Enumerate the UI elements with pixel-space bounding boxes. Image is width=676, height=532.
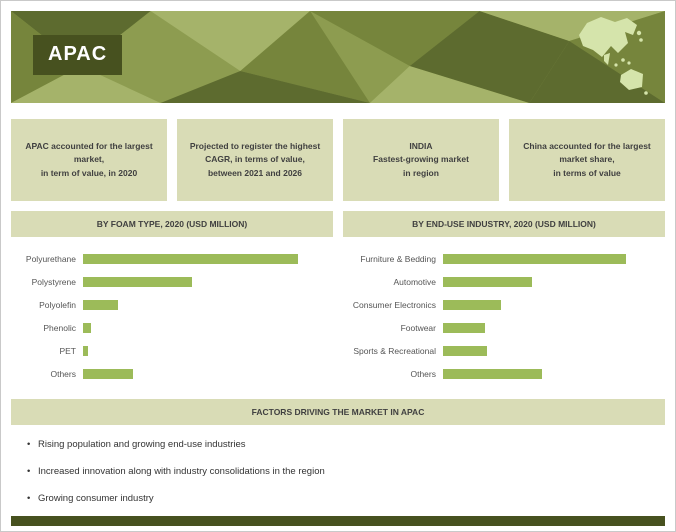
category-label: Polystyrene (31, 276, 76, 287)
bar-area (83, 368, 333, 379)
value-bar (83, 345, 89, 356)
bar-area (443, 345, 665, 356)
bar-area (83, 276, 333, 287)
bar-area (83, 299, 333, 310)
header-banner: APAC (11, 11, 665, 103)
value-bar (443, 368, 542, 379)
foam-type-chart-title: BY FOAM TYPE, 2020 (USD MILLION) (11, 211, 333, 237)
chart-row: Footwear (343, 316, 665, 339)
highlights-row: APAC accounted for the largest market, i… (11, 119, 665, 201)
value-bar (83, 276, 193, 287)
chart-row: Polystyrene (11, 270, 333, 293)
chart-row: Others (343, 362, 665, 385)
asia-pacific-map-icon (579, 17, 648, 95)
category-label: Consumer Electronics (352, 299, 436, 310)
category-label: Sports & Recreational (353, 345, 436, 356)
value-bar (83, 368, 133, 379)
highlight-box-india: INDIA Fastest-growing market in region (343, 119, 499, 201)
chart-row: Polyurethane (11, 247, 333, 270)
chart-row: Furniture & Bedding (343, 247, 665, 270)
bar-area (443, 253, 665, 264)
region-title: APAC (48, 43, 108, 65)
category-label: Others (410, 368, 436, 379)
footer-bar (11, 516, 665, 526)
chart-row: Sports & Recreational (343, 339, 665, 362)
bar-area (83, 345, 333, 356)
category-label: PET (59, 345, 76, 356)
category-label: Others (50, 368, 76, 379)
factors-section: FACTORS DRIVING THE MARKET IN APAC Risin… (11, 399, 665, 520)
foam-type-chart-body: Polyurethane Polystyrene Polyolefin Phenoli… (11, 237, 333, 385)
chart-row: Consumer Electronics (343, 293, 665, 316)
category-label: Phenolic (43, 322, 76, 333)
category-label: Furniture & Bedding (360, 253, 436, 264)
value-bar (443, 276, 532, 287)
factor-item: Growing consumer industry (27, 493, 665, 504)
category-label: Automotive (393, 276, 436, 287)
chart-row: PET (11, 339, 333, 362)
region-title-box: APAC (33, 35, 123, 75)
highlight-box-china: China accounted for the largest market s… (509, 119, 665, 201)
chart-row: Phenolic (11, 316, 333, 339)
end-use-industry-chart-body: Furniture & Bedding Automotive Consumer El… (343, 237, 665, 385)
end-use-industry-chart-title: BY END-USE INDUSTRY, 2020 (USD MILLION) (343, 211, 665, 237)
value-bar (443, 322, 486, 333)
bar-area (83, 322, 333, 333)
highlight-box-highest-cagr: Projected to register the highest CAGR, … (177, 119, 333, 201)
bar-area (443, 276, 665, 287)
factor-item: Rising population and growing end-use in… (27, 439, 665, 450)
chart-row: Polyolefin (11, 293, 333, 316)
bar-area (443, 368, 665, 379)
charts-row: BY FOAM TYPE, 2020 (USD MILLION) Polyure… (11, 211, 665, 385)
highlight-box-apac-largest: APAC accounted for the largest market, i… (11, 119, 167, 201)
bar-area (443, 322, 665, 333)
category-label: Footwear (400, 322, 436, 333)
value-bar (83, 253, 298, 264)
factor-item: Increased innovation along with industry… (27, 466, 665, 477)
value-bar (83, 322, 92, 333)
value-bar (443, 345, 488, 356)
category-label: Polyurethane (25, 253, 76, 264)
end-use-industry-chart: BY END-USE INDUSTRY, 2020 (USD MILLION) … (343, 211, 665, 385)
value-bar (443, 299, 501, 310)
factors-list: Rising population and growing end-use in… (11, 439, 665, 504)
factors-title: FACTORS DRIVING THE MARKET IN APAC (11, 399, 665, 425)
bar-area (443, 299, 665, 310)
category-label: Polyolefin (39, 299, 76, 310)
chart-row: Automotive (343, 270, 665, 293)
chart-row: Others (11, 362, 333, 385)
value-bar (443, 253, 626, 264)
value-bar (83, 299, 119, 310)
foam-type-chart: BY FOAM TYPE, 2020 (USD MILLION) Polyure… (11, 211, 333, 385)
bar-area (83, 253, 333, 264)
